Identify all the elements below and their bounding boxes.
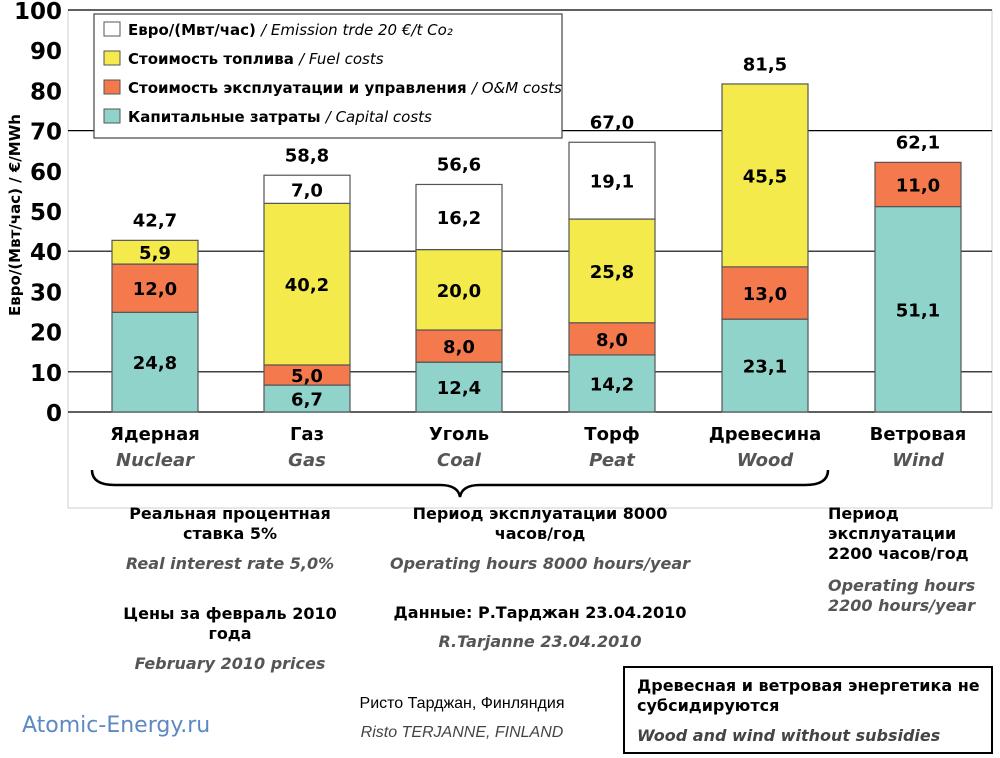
- note-data-en: R.Tarjanne 23.04.2010: [438, 632, 642, 651]
- note-rate-en: Real interest rate 5,0%: [125, 554, 335, 573]
- subsidy-note-box: Древесная и ветровая энергетика не субси…: [623, 666, 993, 754]
- bar-value-label: 45,5: [743, 166, 787, 187]
- bar-value-label: 19,1: [590, 172, 634, 193]
- bar-segment: [415, 248, 503, 331]
- bar-total-label: 62,1: [896, 132, 940, 153]
- note-prices-ru: Цены за февраль 2010 года: [123, 604, 337, 643]
- y-tick-label: 60: [30, 160, 62, 186]
- bar-value-label: 11,0: [896, 175, 940, 196]
- bar-segment: [111, 263, 199, 313]
- y-tick-label: 30: [30, 280, 62, 306]
- note-rate-ru: Реальная процентная ставка 5%: [129, 504, 331, 543]
- bar-value-label: 7,0: [291, 180, 323, 201]
- bar-segment: [874, 205, 962, 413]
- legend-entry: Стоимость эксплуатации и управления / O&…: [128, 79, 562, 97]
- y-tick-label: 40: [30, 240, 62, 266]
- bar-segment: [415, 183, 503, 251]
- grouping-brace: [90, 469, 830, 498]
- bar-segment: [568, 322, 656, 356]
- legend-swatch: [103, 79, 121, 95]
- bar-segment: [568, 218, 656, 324]
- x-category-label-en: Gas: [288, 450, 326, 471]
- bar-value-label: 5,9: [139, 243, 171, 264]
- y-tick-label: 100: [14, 0, 62, 25]
- legend-entry: Капитальные затраты / Capital costs: [128, 108, 432, 126]
- legend-entry: Стоимость топлива / Fuel costs: [128, 50, 384, 68]
- y-tick-label: 20: [30, 321, 62, 347]
- bar-value-label: 16,2: [437, 208, 481, 229]
- bar-segment: [568, 141, 656, 220]
- y-tick-label: 90: [30, 39, 62, 65]
- bar-segment: [263, 202, 351, 366]
- bar-total-label: 67,0: [590, 113, 634, 134]
- x-category-label: Древесина: [709, 424, 822, 445]
- bar-segment: [263, 174, 351, 204]
- x-category-label: Ветровая: [870, 424, 967, 445]
- bar-value-label: 51,1: [896, 300, 940, 321]
- legend-swatch: [103, 21, 121, 37]
- bar-value-label: 23,1: [743, 357, 787, 378]
- note-wind-hours-en: Operating hours 2200 hours/year: [828, 576, 976, 615]
- bar-value-label: 40,2: [285, 275, 329, 296]
- bar-segment: [111, 239, 199, 265]
- subsidy-note-en: Wood and wind without subsidies: [637, 726, 941, 745]
- bar-total-label: 42,7: [133, 210, 177, 231]
- author-en: Risto TERJANNE, FINLAND: [360, 724, 564, 741]
- legend-swatch: [103, 50, 121, 66]
- x-category-label-en: Peat: [589, 450, 636, 471]
- author-ru: Ристо Тарджан, Финляндия: [359, 695, 565, 712]
- bar-value-label: 25,8: [590, 262, 634, 283]
- legend-swatch: [103, 108, 121, 124]
- x-category-label: Уголь: [429, 424, 489, 445]
- bar-segment: [721, 83, 809, 268]
- subsidy-note-ru: Древесная и ветровая энергетика не субси…: [637, 676, 980, 715]
- legend-box: [93, 13, 563, 139]
- y-tick-label: 80: [30, 79, 62, 105]
- bar-value-label: 13,0: [743, 284, 787, 305]
- legend-entry: Евро/(Мвт/час) / Emission trde 20 €/t Co…: [128, 21, 453, 39]
- x-category-label: Ядерная: [110, 424, 200, 445]
- bar-value-label: 6,7: [291, 390, 323, 411]
- y-tick-label: 0: [46, 401, 62, 427]
- x-category-label-en: Wood: [737, 450, 795, 471]
- bar-value-label: 8,0: [596, 330, 628, 351]
- note-hours-ru: Период эксплуатации 8000 часов/год: [412, 504, 668, 543]
- bar-segment: [721, 318, 809, 413]
- bar-value-label: 12,4: [437, 378, 481, 399]
- bar-value-label: 24,8: [133, 353, 177, 374]
- x-category-label: Газ: [290, 424, 324, 445]
- y-tick-label: 70: [30, 120, 62, 146]
- bar-total-label: 56,6: [437, 154, 481, 175]
- note-data-ru: Данные: Р.Тарджан 23.04.2010: [393, 603, 687, 622]
- bar-total-label: 58,8: [285, 146, 329, 167]
- bar-value-label: 8,0: [443, 337, 475, 358]
- bar-segment: [721, 266, 809, 320]
- bar-segment: [568, 354, 656, 413]
- bar-total-label: 81,5: [743, 54, 787, 75]
- bar-value-label: 14,2: [590, 374, 634, 395]
- x-category-label-en: Nuclear: [116, 450, 195, 471]
- y-tick-label: 50: [30, 200, 62, 226]
- x-category-label-en: Coal: [437, 450, 482, 471]
- x-category-label: Торф: [584, 424, 639, 445]
- note-prices-en: February 2010 prices: [134, 654, 326, 673]
- y-tick-label: 10: [30, 361, 62, 387]
- y-axis-label: Евро/(Мвт/час) / €/MWh: [6, 114, 24, 316]
- note-hours-en: Operating hours 8000 hours/year: [390, 554, 690, 573]
- x-category-label-en: Wind: [892, 450, 945, 471]
- bar-segment: [263, 384, 351, 413]
- source-watermark: Atomic-Energy.ru: [22, 713, 211, 738]
- bar-value-label: 5,0: [291, 366, 323, 387]
- bar-segment: [874, 161, 962, 208]
- note-wind-hours-ru: Период эксплуатации 2200 часов/год: [828, 504, 969, 563]
- bar-value-label: 12,0: [133, 279, 177, 300]
- bar-value-label: 20,0: [437, 281, 481, 302]
